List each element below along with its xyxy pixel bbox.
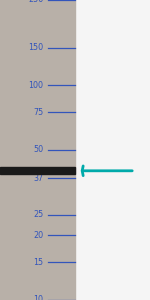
Bar (75, 0, 150, 300)
Text: 250: 250 (28, 0, 44, 4)
Text: 75: 75 (33, 108, 43, 117)
Text: 25: 25 (33, 210, 43, 219)
Bar (0, 167, 75, 174)
Text: 15: 15 (33, 258, 43, 267)
Text: 50: 50 (33, 146, 43, 154)
Text: 37: 37 (33, 174, 43, 183)
Text: 100: 100 (28, 81, 44, 90)
Text: 10: 10 (33, 296, 44, 300)
Text: 150: 150 (28, 43, 44, 52)
Bar (0, 0, 75, 300)
Text: 20: 20 (33, 231, 43, 240)
